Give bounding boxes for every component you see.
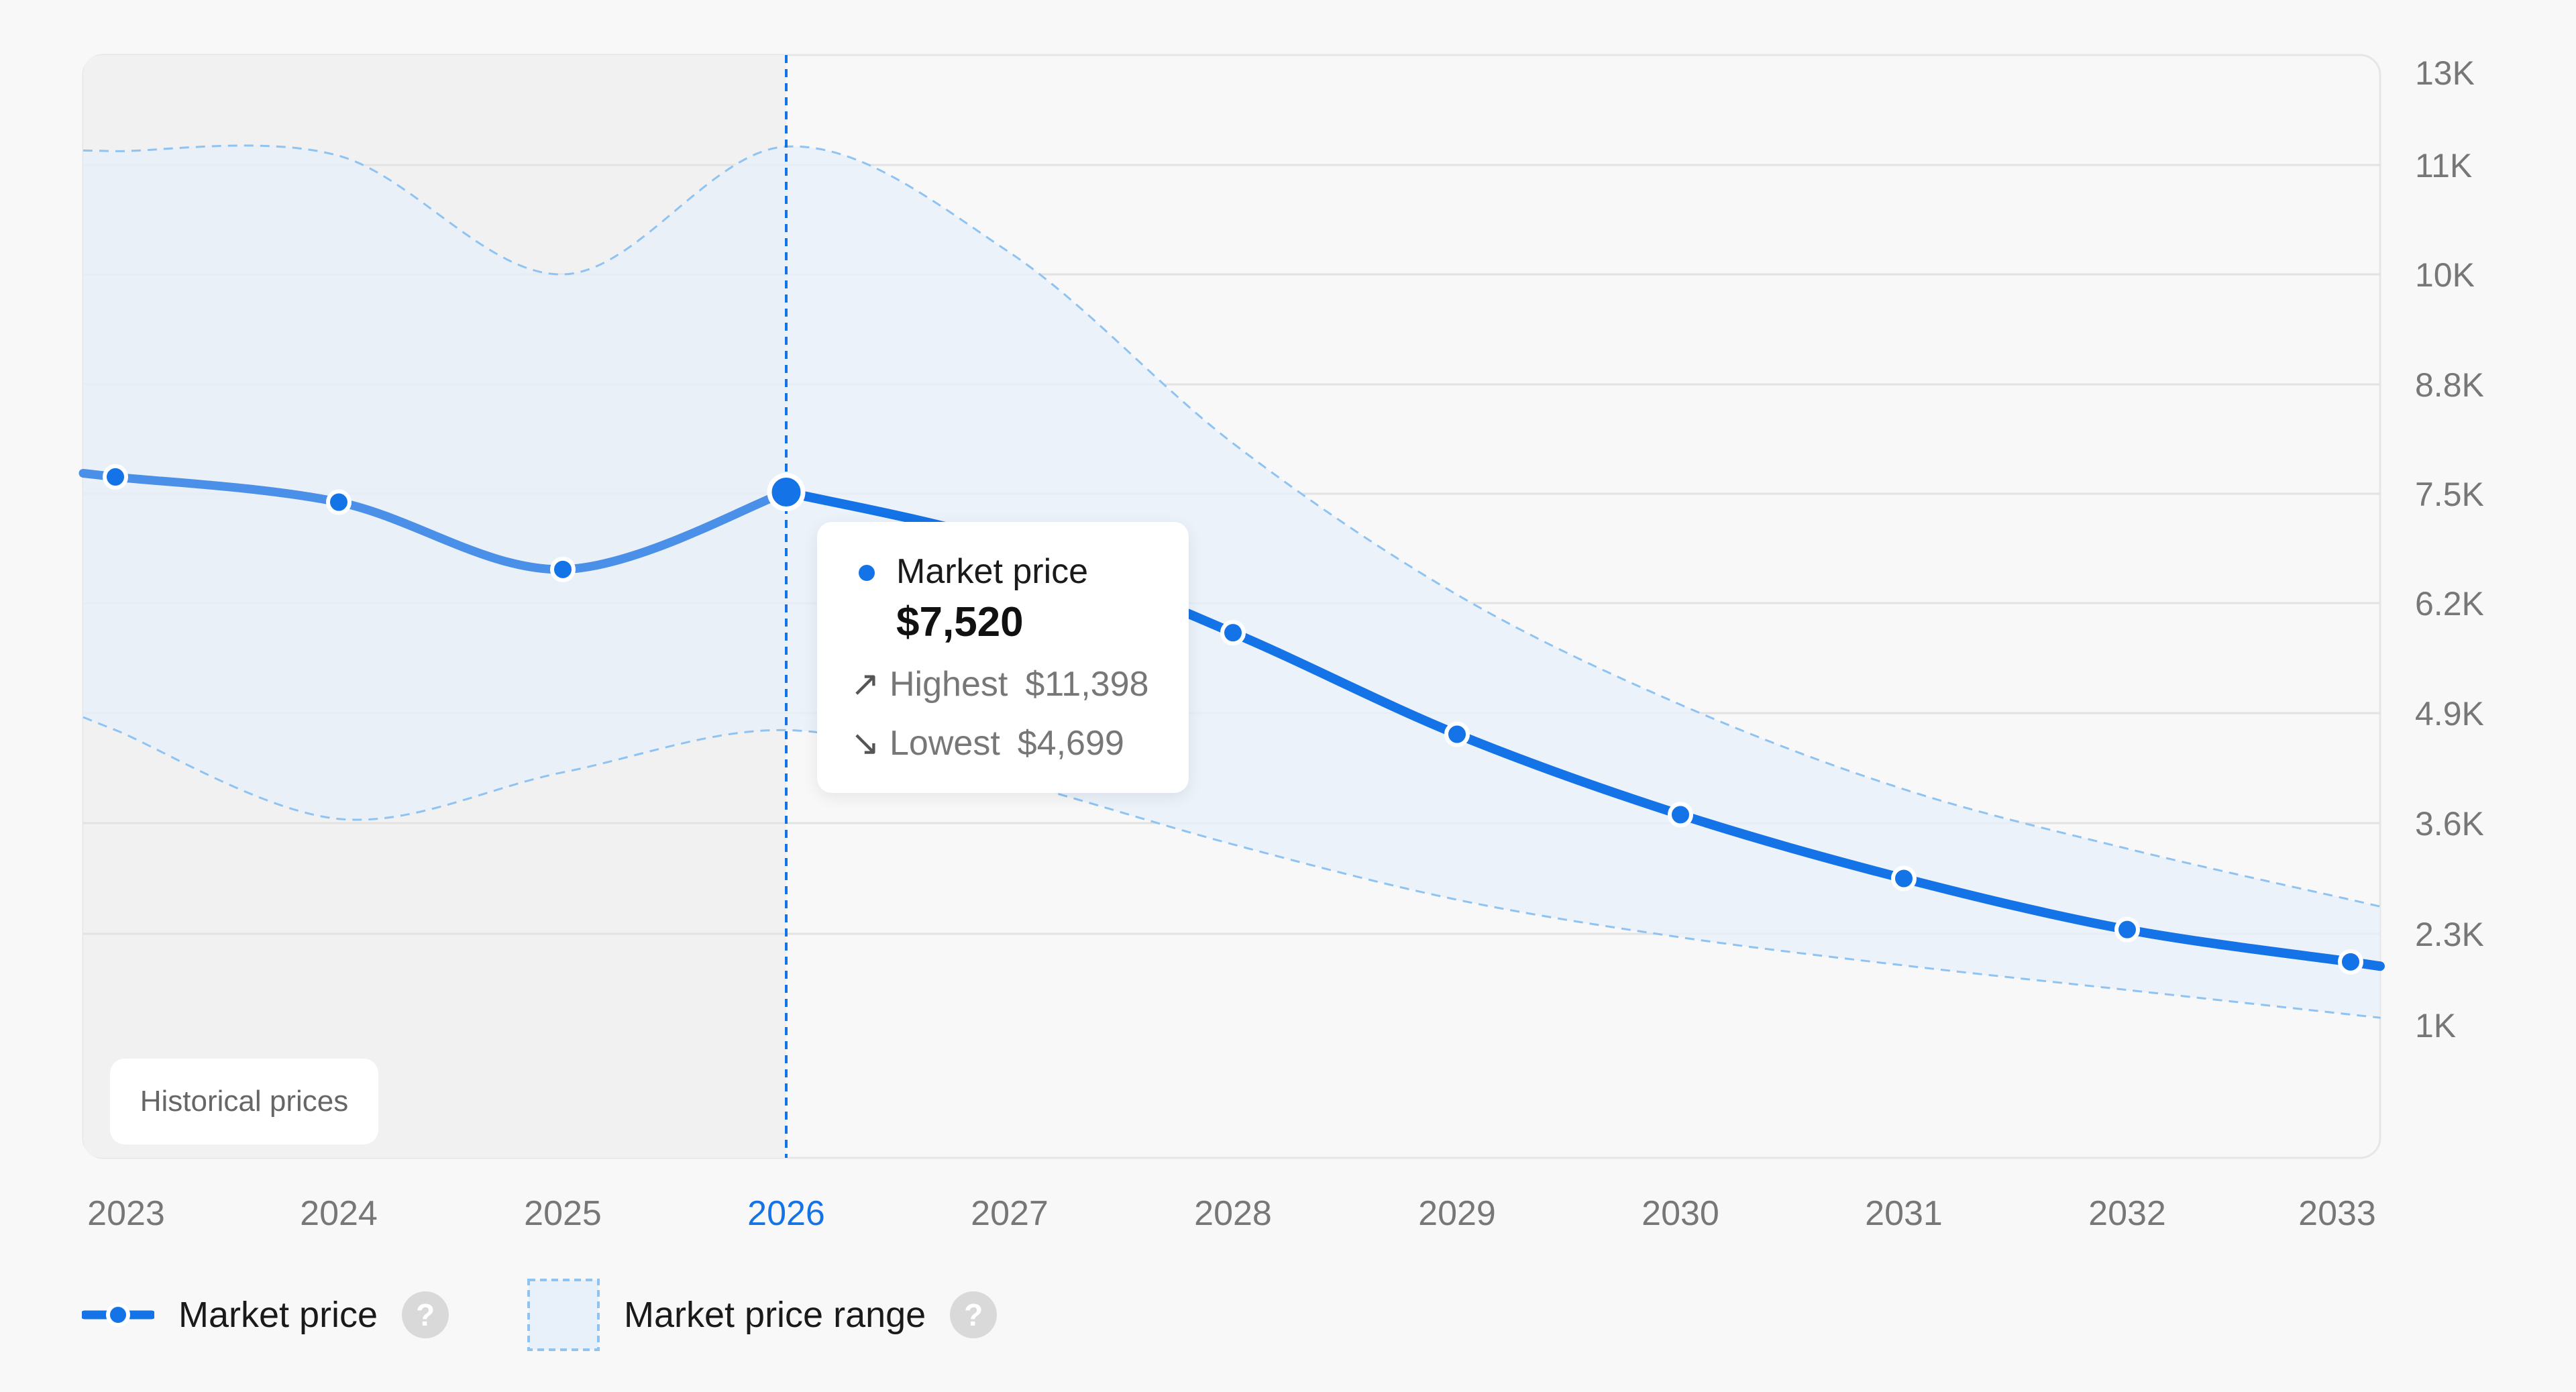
data-point[interactable]	[1891, 865, 1917, 892]
market-price-range-help-icon[interactable]: ?	[950, 1291, 998, 1338]
market-price-range-area	[83, 145, 2380, 1018]
tooltip-lowest-row: ↘ Lowest $4,699	[851, 723, 1124, 763]
x-tick-label: 2030	[1642, 1194, 1719, 1233]
tooltip-highest-label: Highest	[890, 665, 1008, 704]
y-tick-label: 2.3K	[2415, 916, 2484, 953]
chart-legend: Market price ? Market price range ?	[82, 1275, 1222, 1355]
data-point[interactable]	[326, 489, 352, 515]
y-tick-label: 11K	[2415, 147, 2472, 184]
x-tick-label: 2024	[300, 1194, 378, 1233]
arrow-down-right-icon: ↘	[851, 724, 880, 763]
x-tick-label-highlighted: 2026	[747, 1194, 825, 1233]
tooltip-highest-value: $11,398	[1025, 665, 1149, 704]
historical-prices-label: Historical prices	[110, 1059, 378, 1144]
tooltip-lowest-value: $4,699	[1017, 724, 1124, 763]
data-point[interactable]	[2114, 916, 2140, 943]
data-point[interactable]	[1444, 721, 1470, 747]
y-tick-label: 8.8K	[2415, 366, 2484, 404]
y-tick-label: 13K	[2415, 54, 2475, 92]
data-point[interactable]	[550, 556, 576, 582]
data-point[interactable]	[1220, 620, 1246, 646]
y-tick-label: 3.6K	[2415, 805, 2484, 843]
y-tick-label: 6.2K	[2415, 585, 2484, 623]
data-point-active[interactable]	[767, 472, 806, 511]
x-tick-label: 2028	[1194, 1194, 1272, 1233]
market-price-help-icon[interactable]: ?	[402, 1291, 449, 1338]
data-point[interactable]	[1668, 802, 1693, 828]
arrow-up-right-icon: ↗	[851, 665, 880, 704]
legend-market-price-label: Market price	[178, 1295, 378, 1335]
x-tick-label: 2029	[1418, 1194, 1496, 1233]
tooltip-highest-row: ↗ Highest $11,398	[851, 664, 1148, 704]
tooltip-title: Market price	[896, 552, 1089, 591]
x-tick-label: 2023	[87, 1194, 165, 1233]
x-tick-label: 2025	[524, 1194, 602, 1233]
legend-market-price-range-label: Market price range	[624, 1295, 926, 1335]
data-point[interactable]	[103, 464, 128, 490]
market-price-line-swatch-icon	[82, 1303, 154, 1327]
data-point[interactable]	[2338, 949, 2363, 975]
y-tick-label: 10K	[2415, 256, 2475, 294]
legend-item-market-price-range[interactable]: Market price range ?	[527, 1275, 998, 1355]
price-tooltip: Market price $7,520 ↗ Highest $11,398 ↘ Low…	[817, 522, 1189, 793]
tooltip-lowest-label: Lowest	[890, 724, 1000, 763]
x-tick-label: 2032	[2088, 1194, 2166, 1233]
y-tick-label: 4.9K	[2415, 695, 2484, 733]
market-price-range-swatch-icon	[527, 1279, 600, 1351]
x-tick-label: 2031	[1865, 1194, 1943, 1233]
x-tick-label: 2027	[971, 1194, 1049, 1233]
y-tick-label: 7.5K	[2415, 476, 2484, 513]
range-low-border	[83, 716, 2381, 1019]
tooltip-value: $7,520	[896, 599, 1024, 645]
range-high-border	[83, 144, 2381, 908]
tooltip-series-dot	[859, 565, 875, 581]
x-tick-label: 2033	[2298, 1194, 2376, 1233]
legend-item-market-price[interactable]: Market price ?	[82, 1275, 449, 1355]
y-tick-label: 1K	[2415, 1007, 2456, 1045]
